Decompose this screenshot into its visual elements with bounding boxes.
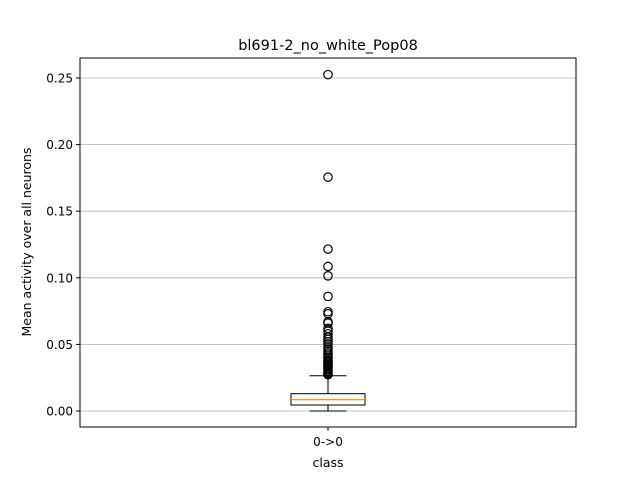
y-tick-label: 0.20 xyxy=(46,138,73,152)
outlier-point xyxy=(323,308,333,319)
x-axis-ticks: 0->0 xyxy=(313,427,343,449)
outlier-point xyxy=(323,69,333,80)
y-axis-label: Mean activity over all neurons xyxy=(19,148,34,337)
y-tick-label: 0.15 xyxy=(46,205,73,219)
outlier-point xyxy=(323,369,333,380)
outlier-point xyxy=(323,271,333,281)
y-axis-ticks: 0.00 0.05 0.10 0.15 0.20 0.25 xyxy=(46,71,80,419)
outlier-point xyxy=(323,172,333,183)
y-tick-label: 0.05 xyxy=(46,338,73,352)
y-gridlines xyxy=(80,77,576,412)
outlier-point xyxy=(323,306,333,317)
y-tick-label: 0.00 xyxy=(46,405,73,419)
outlier-point xyxy=(323,244,333,254)
y-tick-label: 0.25 xyxy=(46,71,73,85)
y-tick-label: 0.10 xyxy=(46,271,73,285)
chart-title: bl691-2_no_white_Pop08 xyxy=(238,38,418,54)
outlier-point xyxy=(323,261,333,272)
box-plot xyxy=(290,375,366,412)
x-tick-label: 0->0 xyxy=(313,435,343,449)
outlier-points xyxy=(323,69,333,380)
outlier-point xyxy=(323,291,333,302)
x-axis-label: class xyxy=(312,455,343,470)
outlier-point xyxy=(323,338,333,349)
